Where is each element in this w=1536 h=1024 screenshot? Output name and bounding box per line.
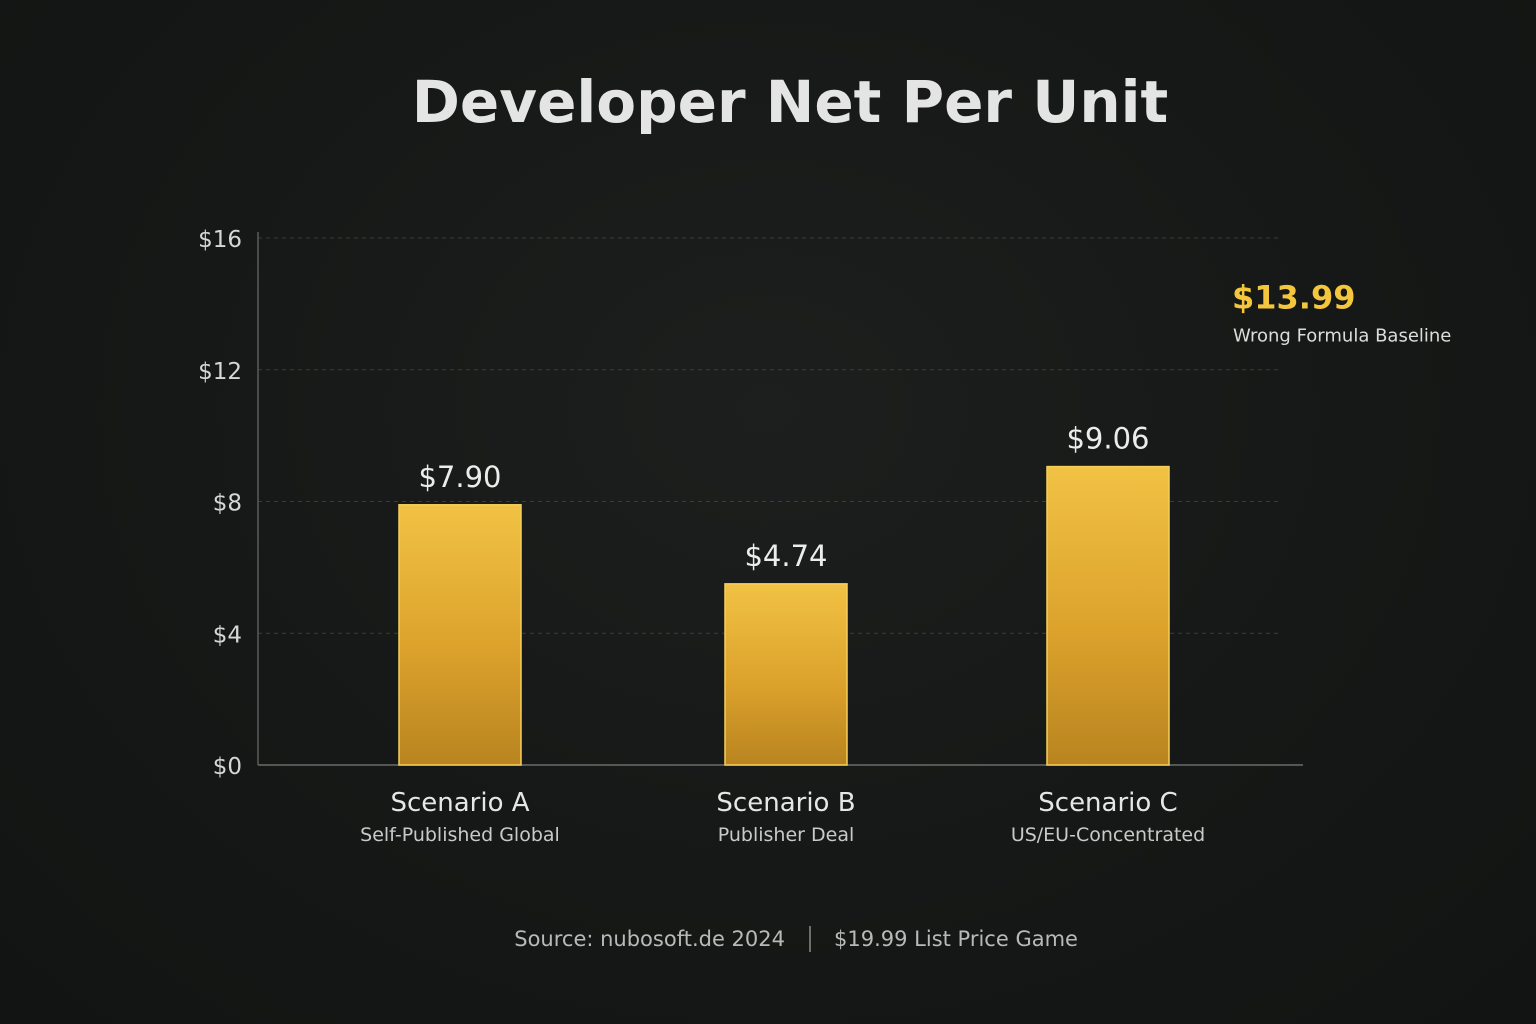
reference-value-label: $13.99 xyxy=(1232,278,1355,316)
y-tick-label: $16 xyxy=(198,227,242,253)
bar xyxy=(724,583,848,766)
category-label: Scenario B xyxy=(716,788,855,818)
y-axis-ticks: $0 $4 $8 $12 $16 xyxy=(198,227,242,780)
reference-line-label: Wrong Formula Baseline xyxy=(1233,325,1451,346)
bar xyxy=(1046,465,1170,766)
category-labels: Scenario A Self-Published Global Scenario … xyxy=(360,788,1205,846)
y-tick-label: $0 xyxy=(213,754,242,780)
list-price-note: $19.99 List Price Game xyxy=(834,927,1078,951)
bars: $7.90 $4.74 $9.06 xyxy=(398,422,1170,766)
y-tick-label: $8 xyxy=(213,491,242,517)
bar-value-label: $4.74 xyxy=(744,539,827,573)
category-label: Scenario A xyxy=(390,788,529,818)
y-tick-label: $12 xyxy=(198,359,242,385)
y-tick-label: $4 xyxy=(213,622,242,648)
category-sublabel: Publisher Deal xyxy=(718,824,855,846)
bar xyxy=(398,504,522,766)
bar-value-label: $7.90 xyxy=(418,460,501,494)
bar-value-label: $9.06 xyxy=(1066,422,1149,456)
category-sublabel: US/EU-Concentrated xyxy=(1011,824,1205,846)
source-text: Source: nubosoft.de 2024 xyxy=(514,927,785,951)
chart-title: Developer Net Per Unit xyxy=(412,68,1168,136)
category-label: Scenario C xyxy=(1038,788,1177,818)
category-sublabel: Self-Published Global xyxy=(360,824,560,846)
